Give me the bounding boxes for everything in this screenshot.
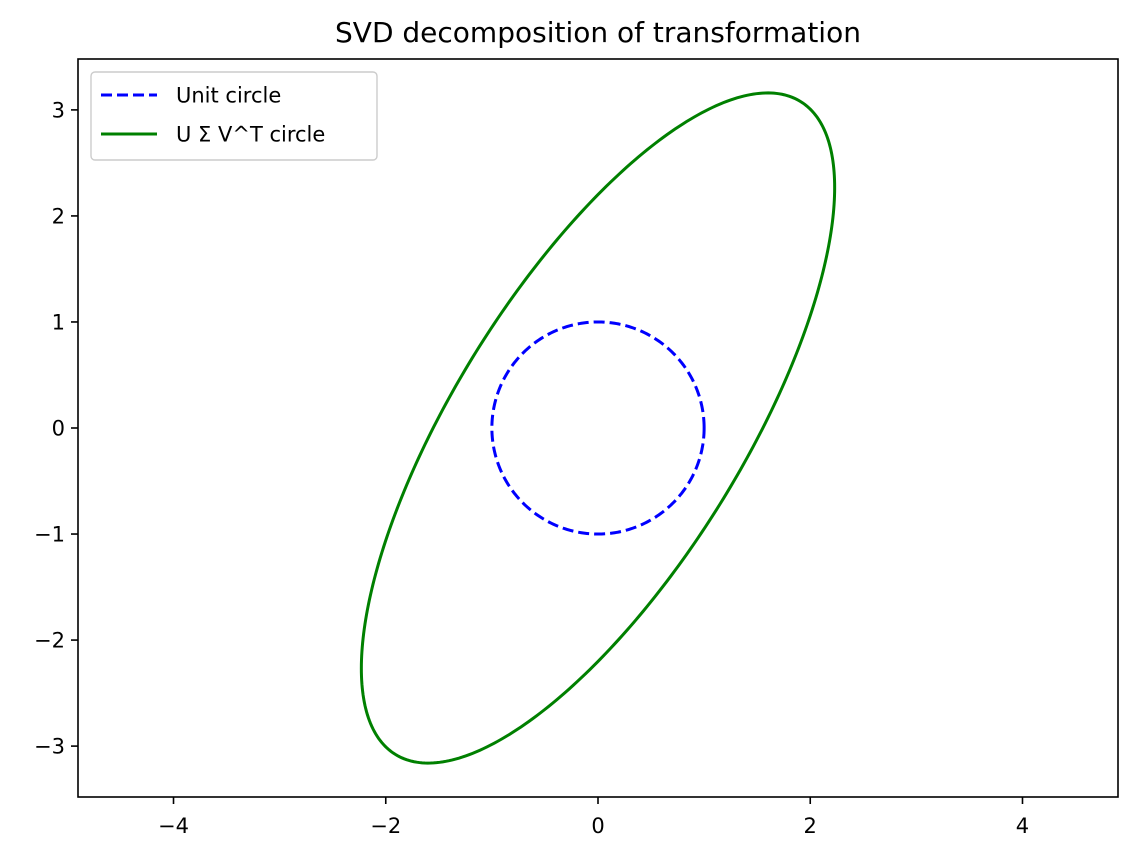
legend-label-2: U Σ V^T circle — [176, 123, 325, 147]
x-axis: −4 −2 0 2 4 — [158, 797, 1029, 838]
y-tick-label: 0 — [52, 417, 65, 441]
legend: Unit circle U Σ V^T circle — [90, 71, 378, 161]
x-tick-label: 4 — [1016, 814, 1029, 838]
x-tick-label: −4 — [158, 814, 189, 838]
x-tick-label: −2 — [370, 814, 401, 838]
chart-title: SVD decomposition of transformation — [335, 16, 861, 49]
legend-box — [90, 71, 378, 161]
x-tick-label: 0 — [591, 814, 604, 838]
plot-marks — [359, 91, 837, 765]
legend-label-1: Unit circle — [176, 84, 281, 108]
series-2-line — [359, 91, 837, 765]
y-tick-label: −3 — [34, 735, 65, 759]
x-tick-label: 2 — [804, 814, 817, 838]
y-tick-label: 1 — [52, 310, 65, 334]
series-1-line — [490, 320, 706, 536]
y-tick-label: 3 — [52, 98, 65, 122]
y-tick-label: −1 — [34, 523, 65, 547]
axes-frame — [77, 58, 1119, 798]
y-axis: −3 −2 −1 0 1 2 3 — [34, 98, 78, 759]
y-tick-label: −2 — [34, 629, 65, 653]
y-tick-label: 2 — [52, 204, 65, 228]
